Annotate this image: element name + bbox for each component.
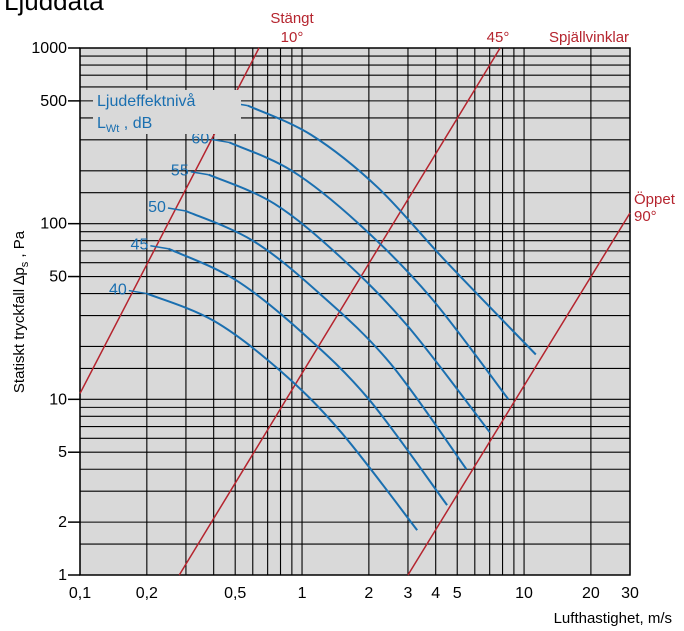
plot-background [80,48,630,575]
sound-level-curves: 404550556065 [109,94,537,531]
curve-label-60: 60 [191,130,209,147]
damper-line-2 [407,212,631,576]
y-axis-label: Statiskt tryckfall ∆ps , Pa [11,230,31,393]
x-axis-label: Lufthastighet, m/s [554,610,672,627]
damper-label-45deg: 45° [487,29,510,46]
x-tick-label: 0,2 [136,585,158,602]
x-tick-label: 1 [298,585,307,602]
plot-border [79,47,631,576]
curve-65db [247,104,537,356]
x-tick-label: 10 [515,585,533,602]
x-tick-label: 2 [364,585,373,602]
damper-label-90deg: 90° [634,208,657,225]
curve-45db [167,247,448,506]
grid-lines [79,47,631,576]
curve-leader-50 [167,207,187,212]
curve-60db [228,141,510,400]
curve-55db [208,173,491,433]
curve-label-40: 40 [109,282,127,299]
damper-label-10deg: 10° [281,29,304,46]
x-tick-label: 5 [453,585,462,602]
curve-50db [185,210,468,470]
x-tick-label: 4 [431,585,440,602]
y-tick-label: 5 [58,444,67,461]
x-tick-label: 3 [404,585,413,602]
curve-leader-40 [128,289,147,295]
y-tick-label: 1000 [31,40,67,57]
sound-power-label-line2: LWt , dB [97,115,152,135]
y-tick-label: 50 [49,269,67,286]
curve-40db [146,292,418,531]
curve-label-50: 50 [148,199,166,216]
y-tick-label: 10 [49,391,67,408]
page-title: Ljuddata [4,0,104,16]
x-tick-label: 0,5 [224,585,246,602]
damper-title: Spjällvinklar [549,29,629,46]
sound-power-label-line1: Ljudeffektnivå [97,92,196,110]
damper-label-stangt: Stängt [270,10,314,27]
x-tick-label: 0,1 [69,585,91,602]
y-tick-label: 2 [58,514,67,531]
x-tick-label: 30 [621,585,639,602]
chart-labels: Lufthastighet, m/s Statiskt tryckfall ∆ps… [11,10,676,627]
x-tick-label: 20 [582,585,600,602]
sound-power-label-bg [93,90,241,134]
curve-leader-60 [211,138,230,144]
damper-label-oppet: Öppet [634,190,676,208]
y-tick-label: 100 [40,216,67,233]
curve-leader-45 [150,244,169,250]
curve-label-55: 55 [171,163,189,180]
curve-leader-55 [190,170,209,176]
y-tick-label: 1 [58,567,67,584]
curve-label-45: 45 [131,237,149,254]
y-tick-label: 500 [40,93,67,110]
